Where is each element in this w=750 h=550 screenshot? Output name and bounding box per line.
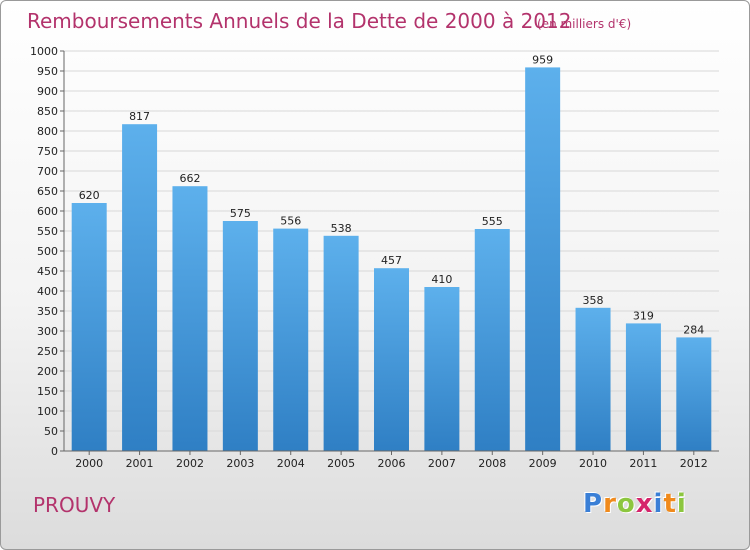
value-label-2008: 555 xyxy=(482,215,503,228)
value-label-2007: 410 xyxy=(431,273,452,286)
bar-2003 xyxy=(222,221,258,451)
x-tick-label-2001: 2001 xyxy=(126,457,154,470)
x-tick-label-2007: 2007 xyxy=(428,457,456,470)
bar-2011 xyxy=(625,323,661,451)
bar-2000 xyxy=(71,203,107,451)
bar-2004 xyxy=(273,228,309,451)
y-tick-label: 550 xyxy=(37,225,58,238)
y-tick-label: 400 xyxy=(37,285,58,298)
x-tick-label-2009: 2009 xyxy=(529,457,557,470)
x-tick-label-2010: 2010 xyxy=(579,457,607,470)
bar-2012 xyxy=(676,337,712,451)
y-tick-label: 50 xyxy=(44,425,58,438)
bar-2001 xyxy=(122,124,158,451)
y-tick-label: 300 xyxy=(37,325,58,338)
y-tick-label: 350 xyxy=(37,305,58,318)
y-tick-label: 850 xyxy=(37,105,58,118)
chart-unit: (en milliers d'€) xyxy=(537,17,631,31)
y-tick-label: 650 xyxy=(37,185,58,198)
logo-letter: P xyxy=(583,489,604,519)
value-label-2001: 817 xyxy=(129,110,150,123)
bar-2009 xyxy=(525,67,561,452)
y-tick-label: 0 xyxy=(51,445,58,458)
y-tick-label: 950 xyxy=(37,65,58,78)
place-name: PROUVY xyxy=(33,493,116,517)
x-tick-label-2006: 2006 xyxy=(378,457,406,470)
y-tick-label: 200 xyxy=(37,365,58,378)
bar-2006 xyxy=(374,268,409,451)
bars: 620 817 662 575 556 538 457 410 555 959 358 319 284 xyxy=(71,53,712,452)
value-label-2002: 662 xyxy=(179,172,200,185)
value-label-2000: 620 xyxy=(79,189,100,202)
y-tick-label: 900 xyxy=(37,85,58,98)
logo-letter: t xyxy=(663,489,677,519)
bar-2005 xyxy=(323,235,359,451)
x-tick-label-2000: 2000 xyxy=(75,457,103,470)
logo-letter: o xyxy=(616,489,636,519)
y-tick-label: 150 xyxy=(37,385,58,398)
value-label-2009: 959 xyxy=(532,53,553,66)
chart-title: Remboursements Annuels de la Dette de 20… xyxy=(27,9,571,33)
y-tick-label: 600 xyxy=(37,205,58,218)
x-axis-ticks: 2000 2001 2002 2003 2004 2005 2006 2007 2008 2009… xyxy=(75,451,708,470)
value-label-2003: 575 xyxy=(230,207,251,220)
y-tick-label: 700 xyxy=(37,165,58,178)
value-label-2012: 284 xyxy=(683,323,704,336)
proxiti-logo: Proxiti xyxy=(583,489,687,519)
x-tick-label-2005: 2005 xyxy=(327,457,355,470)
logo-letter: i xyxy=(676,489,687,519)
bar-2002 xyxy=(172,186,208,451)
y-axis-ticks: 0 50 100 150 200 250 300 350 400 450 500 550 600 650 7… xyxy=(30,45,64,458)
bar-2008 xyxy=(474,229,510,451)
x-tick-label-2004: 2004 xyxy=(277,457,305,470)
x-tick-label-2003: 2003 xyxy=(226,457,254,470)
value-label-2011: 319 xyxy=(633,309,654,322)
value-label-2005: 538 xyxy=(331,222,352,235)
y-tick-label: 100 xyxy=(37,405,58,418)
y-tick-label: 750 xyxy=(37,145,58,158)
logo-letter: r xyxy=(603,489,617,519)
logo-letter: i xyxy=(653,489,664,519)
y-tick-label: 250 xyxy=(37,345,58,358)
x-tick-label-2008: 2008 xyxy=(478,457,506,470)
logo-letter: x xyxy=(635,489,654,519)
value-label-2010: 358 xyxy=(583,294,604,307)
value-label-2006: 457 xyxy=(381,254,402,267)
bar-2010 xyxy=(575,307,611,451)
y-tick-label: 500 xyxy=(37,245,58,258)
bar-2007 xyxy=(424,287,460,451)
x-tick-label-2002: 2002 xyxy=(176,457,204,470)
y-tick-label: 450 xyxy=(37,265,58,278)
x-tick-label-2012: 2012 xyxy=(680,457,708,470)
value-label-2004: 556 xyxy=(280,215,301,228)
y-tick-label: 1000 xyxy=(30,45,58,58)
x-tick-label-2011: 2011 xyxy=(629,457,657,470)
y-tick-label: 800 xyxy=(37,125,58,138)
